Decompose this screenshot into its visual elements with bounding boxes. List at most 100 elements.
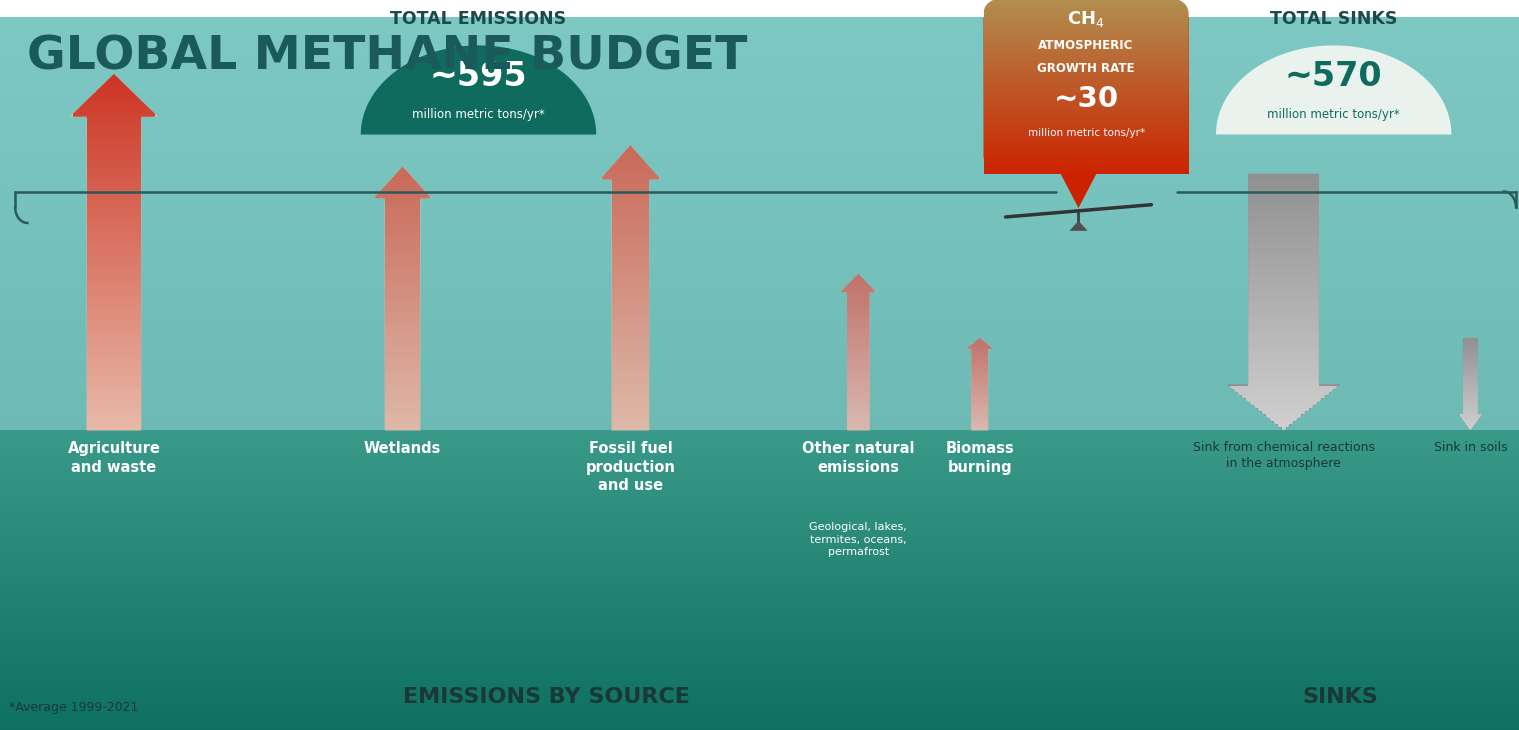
PathPatch shape (1253, 405, 1314, 408)
PathPatch shape (375, 196, 430, 199)
Text: Wetlands: Wetlands (365, 441, 441, 456)
PathPatch shape (1249, 376, 1318, 379)
Bar (983, 170, 1188, 172)
Text: TOTAL SINKS: TOTAL SINKS (1270, 9, 1397, 28)
Bar (0, 385, 1519, 388)
PathPatch shape (971, 353, 989, 354)
PathPatch shape (384, 239, 421, 242)
PathPatch shape (971, 396, 989, 397)
PathPatch shape (612, 202, 649, 206)
Bar (0, 112, 1519, 115)
PathPatch shape (612, 223, 649, 227)
PathPatch shape (384, 351, 421, 355)
Bar (983, 70, 1188, 72)
PathPatch shape (87, 194, 141, 199)
PathPatch shape (848, 354, 869, 356)
PathPatch shape (971, 364, 989, 366)
Bar (0, 509, 1519, 511)
Bar (0, 126, 1519, 128)
PathPatch shape (374, 166, 431, 431)
Bar (0, 545, 1519, 547)
Bar (0, 50, 1519, 53)
PathPatch shape (375, 193, 430, 196)
PathPatch shape (969, 346, 992, 347)
Bar (0, 476, 1519, 478)
PathPatch shape (384, 262, 421, 266)
PathPatch shape (612, 388, 649, 391)
PathPatch shape (384, 282, 421, 285)
Bar (983, 9, 1188, 12)
Bar (0, 242, 1519, 245)
PathPatch shape (87, 212, 141, 217)
Bar (983, 26, 1188, 28)
PathPatch shape (1249, 318, 1318, 321)
PathPatch shape (384, 288, 421, 292)
Bar (0, 671, 1519, 673)
PathPatch shape (384, 398, 421, 401)
Bar (0, 221, 1519, 223)
PathPatch shape (971, 383, 989, 384)
Bar (983, 159, 1188, 161)
Text: million metric tons/yr*: million metric tons/yr* (1267, 109, 1401, 121)
Bar (983, 112, 1188, 113)
Bar (983, 33, 1188, 35)
Bar (983, 86, 1188, 88)
PathPatch shape (1463, 375, 1478, 376)
Bar (0, 212, 1519, 214)
Bar (0, 534, 1519, 537)
PathPatch shape (612, 427, 649, 431)
Bar (983, 56, 1188, 58)
Bar (0, 447, 1519, 448)
Bar (0, 702, 1519, 704)
PathPatch shape (1249, 369, 1318, 373)
Polygon shape (362, 45, 595, 134)
PathPatch shape (87, 243, 141, 247)
PathPatch shape (87, 359, 141, 364)
PathPatch shape (384, 272, 421, 275)
Bar (983, 12, 1188, 13)
PathPatch shape (612, 402, 649, 406)
PathPatch shape (971, 350, 989, 352)
PathPatch shape (1249, 353, 1318, 357)
PathPatch shape (612, 281, 649, 284)
Bar (0, 670, 1519, 672)
PathPatch shape (1463, 360, 1478, 361)
PathPatch shape (848, 395, 869, 397)
PathPatch shape (381, 186, 424, 190)
PathPatch shape (384, 424, 421, 427)
PathPatch shape (848, 356, 869, 358)
Bar (0, 115, 1519, 117)
PathPatch shape (1463, 384, 1478, 385)
Bar (983, 29, 1188, 31)
Bar (983, 24, 1188, 26)
Bar (0, 638, 1519, 640)
Bar (0, 512, 1519, 515)
Bar (0, 283, 1519, 285)
Bar (0, 26, 1519, 28)
Bar (983, 147, 1188, 149)
PathPatch shape (87, 342, 141, 346)
PathPatch shape (612, 363, 649, 366)
PathPatch shape (971, 412, 989, 413)
PathPatch shape (87, 404, 141, 408)
Bar (0, 331, 1519, 333)
Polygon shape (1059, 170, 1098, 208)
Bar (0, 41, 1519, 43)
PathPatch shape (384, 411, 421, 414)
PathPatch shape (848, 382, 869, 383)
Bar (0, 618, 1519, 620)
PathPatch shape (384, 427, 421, 431)
PathPatch shape (854, 275, 863, 277)
Bar (0, 588, 1519, 591)
Bar (0, 644, 1519, 646)
PathPatch shape (1463, 348, 1478, 350)
Bar (0, 632, 1519, 634)
Bar (0, 526, 1519, 529)
Bar (983, 108, 1188, 110)
PathPatch shape (612, 327, 649, 331)
Bar (983, 115, 1188, 117)
PathPatch shape (842, 289, 875, 291)
Bar (983, 166, 1188, 169)
PathPatch shape (384, 223, 421, 226)
PathPatch shape (87, 323, 141, 328)
